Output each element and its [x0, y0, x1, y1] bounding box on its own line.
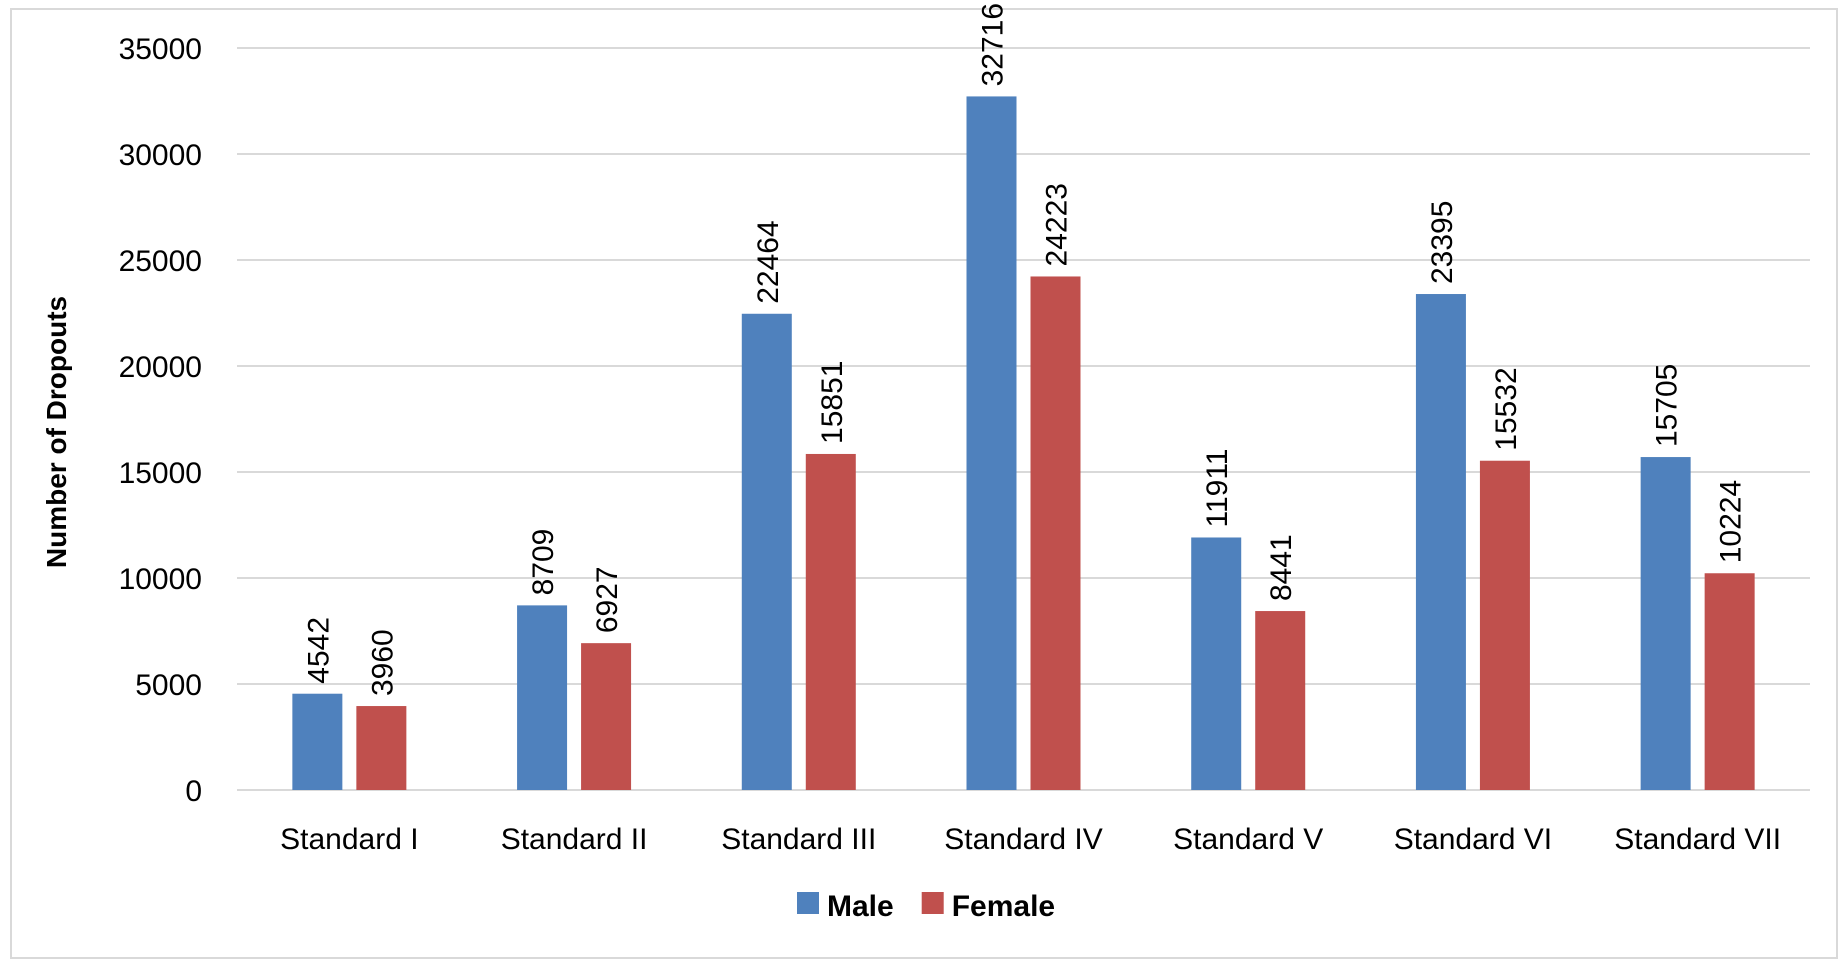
legend-label-male: Male	[827, 890, 894, 923]
data-label-male-3: 22464	[752, 220, 785, 303]
category-label: Standard II	[501, 823, 648, 856]
category-label: Standard VI	[1394, 823, 1552, 856]
bar-female-3	[805, 453, 856, 790]
bar-female-4	[1030, 276, 1081, 790]
legend-swatch-male	[797, 892, 819, 914]
y-tick-label: 0	[185, 775, 202, 808]
data-label-female-2: 6927	[591, 566, 624, 633]
x-axis-category-labels: Standard I Standard II Standard III Standar…	[280, 823, 1781, 856]
y-axis-title: Number of Dropouts	[41, 296, 72, 568]
y-tick-label: 30000	[119, 139, 202, 172]
category-label: Standard V	[1173, 823, 1323, 856]
bar-female-1	[356, 706, 407, 790]
y-tick-label: 20000	[119, 351, 202, 384]
data-label-male-4: 32716	[977, 3, 1010, 86]
legend: Male Female	[797, 890, 1055, 923]
y-axis-tick-labels: 0 5000 10000 15000 20000 25000 30000 35000	[119, 33, 202, 808]
bar-female-2	[581, 643, 632, 790]
category-label: Standard I	[280, 823, 418, 856]
y-tick-label: 10000	[119, 563, 202, 596]
data-label-male-1: 4542	[302, 617, 335, 684]
bar-male-1	[292, 693, 343, 790]
data-label-female-3: 15851	[816, 361, 849, 444]
bar-male-2	[517, 605, 568, 790]
data-label-female-1: 3960	[366, 629, 399, 696]
legend-swatch-female	[921, 892, 944, 914]
category-label: Standard VII	[1614, 823, 1781, 856]
bar-male-6	[1415, 294, 1466, 790]
data-label-male-6: 23395	[1426, 201, 1459, 284]
bar-female-5	[1255, 611, 1306, 790]
data-label-female-4: 24223	[1041, 183, 1074, 266]
bar-male-5	[1191, 537, 1242, 790]
bar-male-7	[1640, 457, 1691, 790]
bar-male-4	[966, 96, 1017, 791]
gridlines	[237, 47, 1810, 791]
y-tick-label: 35000	[119, 33, 202, 66]
data-labels: 4542 3960 8709 6927 22464 15851 32716 24223 1191…	[302, 3, 1747, 696]
bar-male-3	[741, 313, 792, 790]
y-tick-label: 5000	[135, 669, 202, 702]
data-label-female-7: 10224	[1715, 480, 1748, 563]
data-label-male-5: 11911	[1201, 449, 1234, 528]
data-label-male-7: 15705	[1651, 364, 1684, 447]
category-label: Standard III	[721, 823, 876, 856]
bar-female-6	[1479, 460, 1530, 790]
chart-frame	[10, 8, 1838, 959]
data-label-female-6: 15532	[1490, 367, 1523, 450]
legend-label-female: Female	[952, 890, 1055, 923]
data-label-male-2: 8709	[527, 529, 560, 596]
y-tick-label: 15000	[119, 457, 202, 490]
category-label: Standard IV	[944, 823, 1102, 856]
data-label-female-5: 8441	[1265, 534, 1298, 601]
y-tick-label: 25000	[119, 245, 202, 278]
bars	[292, 96, 1755, 791]
bar-female-7	[1704, 573, 1755, 790]
